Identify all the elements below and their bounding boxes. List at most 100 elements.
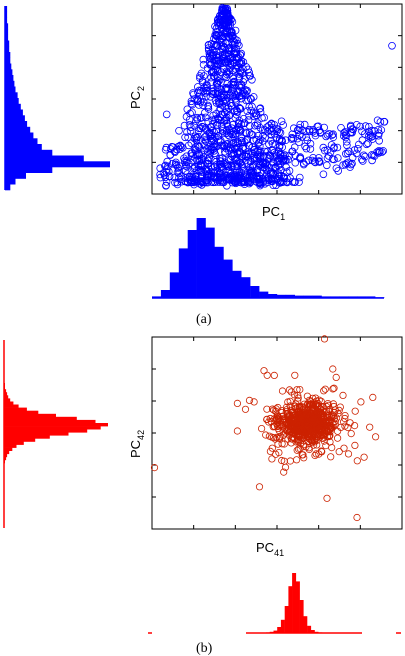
scatter-point bbox=[198, 155, 206, 163]
scatter-point bbox=[225, 67, 233, 76]
scatter-point bbox=[230, 81, 239, 89]
histogram-bar bbox=[5, 149, 53, 156]
scatter-point bbox=[267, 417, 275, 426]
scatter-point bbox=[206, 93, 215, 101]
scatter-point bbox=[242, 87, 251, 96]
scatter-point bbox=[278, 408, 286, 417]
histogram-bar bbox=[4, 426, 101, 430]
scatter-point bbox=[357, 155, 366, 164]
scatter-point bbox=[196, 114, 205, 122]
scatter-point bbox=[309, 441, 318, 449]
scatter-point bbox=[223, 182, 231, 190]
scatter-point bbox=[253, 150, 262, 159]
scatter-point bbox=[223, 26, 231, 35]
scatter-point bbox=[188, 108, 196, 117]
histogram-bar bbox=[5, 178, 16, 185]
histogram-bar bbox=[4, 432, 69, 436]
scatter-point bbox=[340, 444, 348, 452]
histogram-bar bbox=[5, 138, 38, 145]
scatter-point bbox=[269, 181, 278, 190]
scatter-point bbox=[313, 407, 321, 415]
scatter-point bbox=[358, 136, 367, 145]
scatter-point bbox=[268, 168, 277, 177]
scatter-point bbox=[255, 157, 264, 166]
scatter-point bbox=[245, 396, 254, 404]
scatter-point bbox=[344, 450, 353, 458]
pc41-marginal-histogram bbox=[148, 573, 401, 634]
scatter-point bbox=[264, 174, 273, 183]
scatter-point bbox=[181, 156, 189, 165]
scatter-point bbox=[204, 44, 213, 52]
scatter-point bbox=[330, 414, 338, 422]
scatter-point bbox=[329, 419, 337, 427]
scatter-point bbox=[194, 126, 203, 135]
x-axis-label-pc1: PC1 bbox=[262, 204, 285, 222]
scatter-point bbox=[371, 433, 380, 441]
scatter-point bbox=[182, 112, 191, 121]
scatter-point bbox=[278, 440, 286, 448]
scatter-point bbox=[294, 394, 302, 402]
scatter-point bbox=[190, 180, 198, 189]
pc1-pc2-scatter-ticks bbox=[152, 4, 402, 194]
scatter-point bbox=[197, 171, 206, 180]
panel-a: PC2 PC1 (a) bbox=[4, 3, 403, 327]
scatter-point bbox=[179, 144, 187, 152]
histogram-bar bbox=[5, 6, 8, 12]
scatter-point bbox=[294, 397, 302, 405]
scatter-point bbox=[286, 397, 294, 405]
scatter-point bbox=[236, 51, 245, 59]
scatter-point bbox=[202, 137, 210, 146]
histogram-bar bbox=[4, 419, 96, 424]
scatter-point bbox=[235, 74, 244, 82]
scatter-point bbox=[332, 164, 341, 173]
scatter-point bbox=[302, 144, 311, 153]
scatter-point bbox=[201, 89, 210, 97]
scatter-point bbox=[294, 391, 302, 400]
scatter-point bbox=[323, 146, 332, 155]
histogram-bar bbox=[4, 423, 108, 427]
scatter-point bbox=[210, 140, 219, 149]
scatter-point bbox=[228, 174, 236, 182]
histogram-bar bbox=[5, 92, 18, 99]
scatter-point bbox=[316, 405, 324, 413]
histogram-bar bbox=[5, 115, 25, 122]
scatter-point bbox=[165, 172, 174, 181]
histogram-bar bbox=[5, 57, 11, 64]
scatter-point bbox=[368, 156, 376, 165]
histogram-bar bbox=[4, 386, 5, 390]
scatter-point bbox=[291, 178, 299, 186]
scatter-point bbox=[215, 176, 223, 184]
scatter-point bbox=[272, 433, 281, 441]
scatter-point bbox=[193, 113, 201, 122]
scatter-point bbox=[339, 132, 348, 140]
scatter-point bbox=[322, 132, 330, 141]
scatter-point bbox=[202, 164, 210, 173]
scatter-point bbox=[322, 414, 331, 422]
scatter-point bbox=[213, 56, 222, 65]
histogram-bar bbox=[5, 172, 26, 179]
scatter-point bbox=[341, 150, 350, 158]
scatter-point bbox=[228, 130, 236, 139]
histogram-bar bbox=[178, 248, 188, 298]
scatter-point bbox=[337, 423, 345, 431]
scatter-point bbox=[259, 131, 267, 140]
scatter-point bbox=[309, 154, 317, 162]
scatter-point bbox=[281, 429, 290, 437]
scatter-point bbox=[359, 151, 368, 160]
scatter-point bbox=[213, 79, 222, 88]
scatter-point bbox=[333, 154, 342, 162]
scatter-point bbox=[173, 180, 182, 189]
scatter-point bbox=[247, 130, 256, 139]
scatter-point bbox=[242, 96, 251, 105]
scatter-point bbox=[222, 129, 231, 138]
histogram-bar bbox=[4, 429, 88, 433]
histogram-bar bbox=[250, 286, 260, 298]
scatter-point bbox=[287, 388, 295, 396]
scatter-point bbox=[256, 104, 265, 112]
scatter-point bbox=[175, 127, 183, 135]
histogram-bar bbox=[4, 395, 9, 399]
scatter-point bbox=[335, 448, 343, 456]
scatter-point bbox=[350, 421, 359, 430]
scatter-point bbox=[281, 151, 289, 159]
scatter-point bbox=[330, 384, 338, 392]
